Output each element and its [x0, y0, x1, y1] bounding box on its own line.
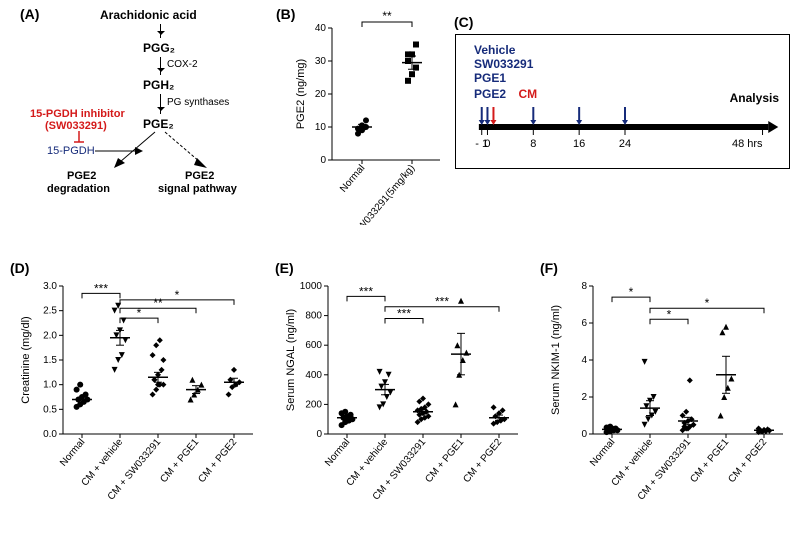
svg-text:**: ** — [382, 10, 392, 23]
svg-text:Normal: Normal — [323, 437, 352, 469]
deg-l1: PGE2 — [67, 170, 96, 182]
svg-text:CM + PGE1: CM + PGE1 — [688, 437, 731, 485]
label-cox2: COX-2 — [167, 59, 198, 70]
svg-text:*: * — [705, 296, 710, 310]
svg-text:0.5: 0.5 — [43, 404, 57, 415]
enzyme-15pgdh: 15-PGDH — [47, 145, 95, 157]
svg-text:1.0: 1.0 — [43, 380, 57, 391]
arrow — [160, 57, 161, 75]
arrow — [160, 94, 161, 114]
node-pge2: PGE₂ — [143, 117, 174, 131]
svg-text:8: 8 — [530, 138, 536, 150]
arrow — [160, 24, 161, 38]
svg-text:CM + PGE2: CM + PGE2 — [196, 437, 239, 485]
svg-text:0: 0 — [320, 155, 326, 166]
svg-text:400: 400 — [305, 370, 322, 381]
svg-text:24: 24 — [619, 138, 631, 150]
svg-text:**: ** — [153, 296, 163, 310]
svg-text:800: 800 — [305, 311, 322, 322]
svg-text:***: *** — [435, 295, 449, 309]
svg-text:2.0: 2.0 — [43, 330, 57, 341]
panel-d-chart: 0.0 0.5 1.0 1.5 2.0 2.5 3.0 Creatinine (mg/dl) N… — [15, 262, 260, 542]
svg-text:Serum NKIM-1 (ng/ml): Serum NKIM-1 (ng/ml) — [550, 305, 562, 415]
svg-text:PGE2 (ng/mg): PGE2 (ng/mg) — [295, 59, 307, 129]
node-arachidonic: Arachidonic acid — [100, 8, 197, 22]
panel-c-label: (C) — [454, 14, 473, 30]
svg-text:3.0: 3.0 — [43, 281, 57, 292]
svg-text:***: *** — [397, 307, 411, 321]
analysis-label: Analysis — [730, 91, 779, 105]
pathway-diagram: Arachidonic acid PGG₂ COX-2 PGH₂ PG synt… — [45, 8, 265, 243]
inhibition-symbol — [72, 131, 86, 145]
svg-text:10: 10 — [315, 122, 327, 133]
svg-text:***: *** — [359, 284, 373, 298]
svg-text:40: 40 — [315, 23, 327, 34]
tl-pge1: PGE1 — [474, 71, 537, 85]
svg-text:0: 0 — [581, 429, 587, 440]
svg-text:Normal: Normal — [338, 163, 367, 195]
svg-text:0: 0 — [484, 138, 490, 150]
svg-text:200: 200 — [305, 399, 322, 410]
timeline-svg: - 108162448 hrs — [464, 105, 784, 160]
node-pgg2: PGG₂ — [143, 41, 175, 55]
svg-text:20: 20 — [315, 89, 327, 100]
svg-text:0.0: 0.0 — [43, 429, 57, 440]
node-pgh2: PGH₂ — [143, 78, 174, 92]
svg-text:2.5: 2.5 — [43, 306, 57, 317]
tl-sw: SW033291 — [474, 57, 537, 71]
timeline-box: Vehicle SW033291 PGE1 PGE2 CM Analysis -… — [455, 34, 790, 169]
svg-text:30: 30 — [315, 56, 327, 67]
panel-f-chart: 02468Serum NKIM-1 (ng/ml)NormalCM + vehi… — [545, 262, 790, 542]
svg-text:1.5: 1.5 — [43, 355, 57, 366]
svg-text:48 hrs: 48 hrs — [732, 138, 763, 150]
svg-text:2: 2 — [581, 392, 587, 403]
svg-text:Normal: Normal — [588, 437, 617, 469]
svg-text:*: * — [629, 285, 634, 299]
svg-text:***: *** — [94, 281, 108, 295]
svg-text:4: 4 — [581, 355, 587, 366]
svg-text:CM + PGE1: CM + PGE1 — [158, 437, 201, 485]
tl-cm: CM — [518, 87, 537, 101]
deg-l2: degradation — [47, 183, 110, 195]
sig-l2: signal pathway — [158, 183, 237, 195]
tl-pge2: PGE2 — [474, 87, 506, 101]
svg-text:*: * — [667, 307, 672, 321]
label-pgsyn: PG synthases — [167, 97, 229, 108]
panel-a-label: (A) — [20, 6, 39, 22]
svg-text:CM + PGE2: CM + PGE2 — [726, 437, 769, 485]
svg-text:*: * — [175, 288, 180, 302]
svg-text:CM + PGE1: CM + PGE1 — [423, 437, 466, 485]
panel-e-chart: 0 200 400 600 800 1000 Serum NGAL (ng/ml) Norma… — [280, 262, 525, 542]
sig-l1: PGE2 — [185, 170, 214, 182]
inhibitor-label-1: 15-PGDH inhibitor — [30, 108, 125, 120]
tl-vehicle: Vehicle — [474, 43, 537, 57]
panel-b-chart: 010203040PGE2 (ng/mg)**NormalSW033291(5m… — [290, 10, 445, 225]
svg-text:600: 600 — [305, 340, 322, 351]
svg-text:CM + PGE2: CM + PGE2 — [461, 437, 504, 485]
svg-text:0: 0 — [316, 429, 322, 440]
svg-text:6: 6 — [581, 318, 587, 329]
svg-text:8: 8 — [581, 281, 587, 292]
svg-text:Normal: Normal — [58, 437, 87, 469]
svg-text:Serum NGAL (ng/ml): Serum NGAL (ng/ml) — [285, 309, 297, 411]
diagonal-arrows — [100, 130, 220, 175]
svg-text:1000: 1000 — [300, 281, 323, 292]
svg-text:Creatinine (mg/dl): Creatinine (mg/dl) — [20, 316, 32, 403]
svg-text:16: 16 — [573, 138, 585, 150]
treatment-list: Vehicle SW033291 PGE1 PGE2 CM — [474, 43, 537, 103]
